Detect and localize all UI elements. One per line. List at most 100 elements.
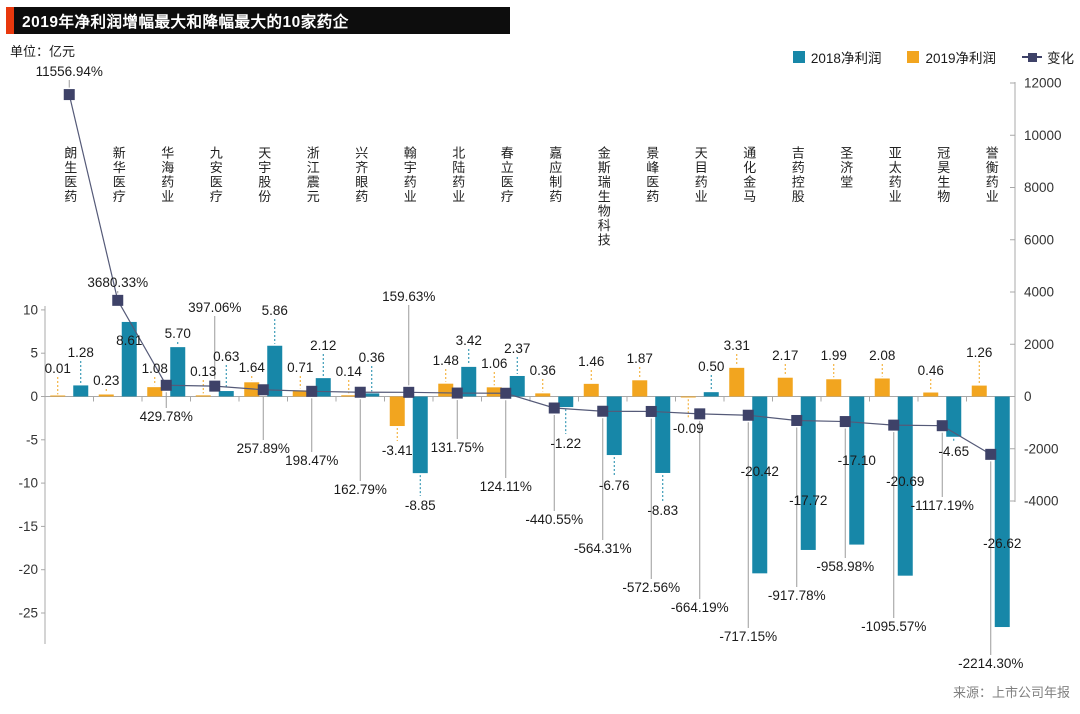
bar-2019-net-profit [703,392,719,397]
change-marker [63,89,75,101]
right-axis-tick-label: -4000 [1024,494,1059,509]
change-marker [936,420,948,432]
bar-2018-net-profit [438,383,454,397]
change-marker [209,380,221,392]
pct-change-label: -717.15% [719,629,777,644]
value-label-2019: -8.85 [405,498,436,513]
value-label-2019: -17.10 [838,453,876,468]
value-label-2019: 8.61 [116,333,142,348]
value-label-2019: -17.72 [789,493,827,508]
pct-change-label: 429.78% [140,409,193,424]
company-label: 朗生医药 [62,146,78,204]
bar-2019-net-profit [655,396,671,473]
value-label-2018: 1.64 [239,360,266,375]
bar-2018-net-profit [195,395,211,397]
pct-change-label: 11556.94% [36,64,103,79]
change-marker [839,416,851,428]
value-label-2018: -3.41 [382,443,413,458]
value-label-2018: 2.08 [869,348,895,363]
source-label: 来源：上市公司年报 [952,685,1070,700]
bar-2019-net-profit [994,396,1010,628]
company-label: 天目药业 [692,146,708,204]
bar-2018-net-profit [874,378,890,397]
value-label-2019: 0.50 [698,359,724,374]
bar-2018-net-profit [923,392,939,397]
bar-2019-net-profit [218,391,234,397]
company-label: 通化金马 [741,146,757,204]
legend-item-change: 变化 [1022,47,1074,67]
pct-change-label: 124.11% [480,479,532,494]
bar-2019-net-profit [461,366,477,397]
pct-change-label: 159.63% [382,289,435,304]
value-label-2019: 3.42 [456,333,482,348]
legend-swatch-2019-icon [907,51,920,63]
change-marker [597,405,609,417]
change-marker [500,387,512,399]
bar-2019-net-profit [606,396,622,456]
company-label: 华海药业 [159,146,175,204]
right-axis-tick-label: 8000 [1024,180,1054,195]
pct-change-label: 162.79% [334,482,387,497]
bar-2019-net-profit [800,396,816,550]
right-axis-tick-label: 10000 [1024,128,1062,143]
bar-2019-net-profit [267,345,283,397]
pct-change-label: -664.19% [671,600,729,615]
left-axis-tick-label: 5 [30,346,38,361]
value-label-2018: 0.71 [287,360,313,375]
bar-2019-net-profit [170,347,186,397]
bar-2018-net-profit [50,395,66,397]
value-label-2019: -20.69 [886,474,924,489]
bar-2018-net-profit [729,367,745,397]
company-label: 圣济堂 [838,146,854,190]
legend-label-change: 变化 [1047,51,1074,66]
right-axis-tick-label: -2000 [1024,441,1059,456]
bar-2019-net-profit [558,396,574,408]
value-label-2019: -20.42 [741,464,779,479]
change-marker [548,402,560,414]
value-label-2018: 3.31 [724,338,750,353]
bar-2018-net-profit [826,379,842,397]
legend-label-2018: 2018净利润 [810,51,882,66]
value-label-2018: 1.26 [966,345,992,360]
chart-title: 2019年净利润增幅最大和降幅最大的10家药企 [22,13,349,31]
pct-change-label: 3680.33% [87,275,148,290]
bar-2018-net-profit [147,387,163,397]
pct-change-label: -2214.30% [958,656,1023,671]
pct-change-label: -564.31% [574,541,632,556]
company-label: 亚太药业 [886,146,902,204]
pct-change-label: -917.78% [768,588,826,603]
change-marker [694,408,706,420]
company-label: 景峰医药 [644,146,660,204]
change-marker [354,386,366,398]
legend-label-2019: 2019净利润 [925,51,996,66]
value-label-2018: 1.99 [821,348,847,363]
value-label-2019: 0.63 [213,349,239,364]
pct-change-label: -1095.57% [861,619,926,634]
value-label-2019: -4.65 [938,444,969,459]
company-label: 天宇股份 [256,146,272,204]
company-label: 新华医疗 [110,146,126,204]
company-label: 誉衡药业 [983,146,999,204]
change-marker [112,294,124,306]
legend-swatch-2018-icon [792,51,805,63]
value-label-2018: 0.23 [93,373,119,388]
change-marker [306,385,318,397]
right-axis-tick-label: 2000 [1024,337,1054,352]
company-label: 北陆药业 [450,146,466,204]
pct-change-label: 131.75% [431,440,484,455]
unit-label: 单位：亿元 [10,44,76,59]
bar-2018-net-profit [971,385,987,397]
company-label: 冠昊生物 [935,146,951,204]
company-label: 嘉应制药 [547,146,563,204]
company-label: 浙江震元 [304,146,320,204]
bar-2018-net-profit [389,396,405,427]
value-label-2019: -6.76 [599,478,630,493]
right-axis-tick-label: 12000 [1024,76,1062,91]
bar-2019-net-profit [412,396,428,474]
value-label-2019: -1.22 [550,436,581,451]
change-marker [403,386,415,398]
pct-change-label: 198.47% [285,453,338,468]
legend-square-marker-icon [1028,52,1037,62]
company-label: 翰宇药业 [401,146,417,204]
